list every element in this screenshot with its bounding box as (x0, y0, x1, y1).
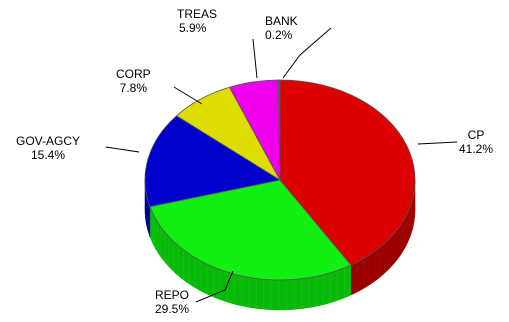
label-repo-value: 29.5% (155, 302, 190, 316)
label-treas-value: 5.9% (179, 21, 207, 35)
pie-slice-cp (279, 79, 416, 266)
label-bank-value: 0.2% (265, 28, 293, 42)
label-treas: TREAS 5.9% (177, 7, 217, 35)
leader-line-cp (417, 141, 458, 145)
pie-top (144, 79, 416, 281)
label-cp: CP 41.2% (459, 128, 493, 156)
label-corp-value: 7.8% (119, 81, 148, 95)
label-gov-agcy-name: GOV-AGCY (16, 134, 81, 148)
label-gov-agcy-value: 15.4% (30, 148, 66, 162)
leader-line-gov-agcy (105, 146, 140, 153)
pie-slice-repo (149, 179, 352, 281)
label-cp-name: CP (467, 128, 485, 142)
leader-lines (105, 27, 458, 303)
label-gov-agcy: GOV-AGCY 15.4% (16, 134, 80, 162)
leader-line-corp (173, 86, 203, 105)
leader-line-repo (195, 270, 234, 303)
pie-side-walls (144, 179, 416, 311)
pie-slice-bank (277, 79, 281, 181)
label-cp-value: 41.2% (459, 142, 494, 156)
label-bank: BANK 0.2% (265, 14, 298, 42)
leader-line-bank (282, 27, 332, 79)
label-treas-name: TREAS (177, 7, 218, 21)
label-corp-name: CORP (116, 67, 151, 81)
label-repo: REPO 29.5% (155, 288, 189, 316)
pie-slice-gov-agcy (144, 115, 282, 208)
label-bank-name: BANK (265, 14, 298, 28)
leader-line-treas (252, 38, 258, 79)
label-repo-name: REPO (155, 288, 190, 302)
label-corp: CORP 7.8% (116, 67, 151, 95)
